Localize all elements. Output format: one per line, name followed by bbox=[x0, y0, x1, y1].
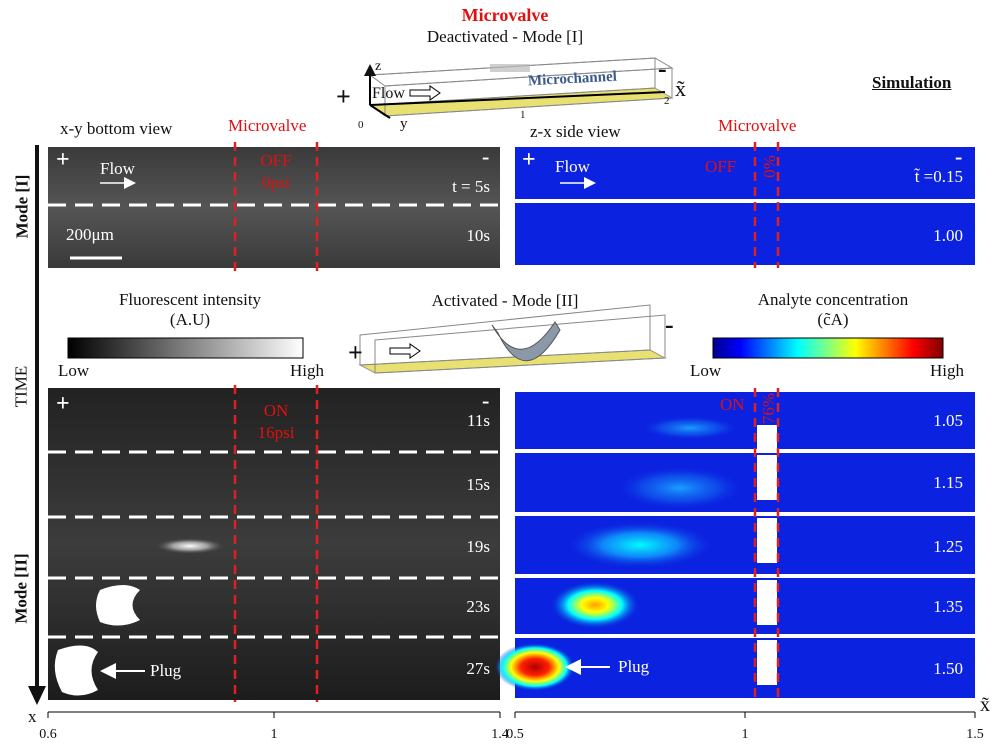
time-label: 1.05 bbox=[933, 412, 963, 429]
valve-pressure: 0psi bbox=[262, 174, 290, 191]
colorbar-title: Analyte concentration (c̃A) bbox=[748, 290, 918, 331]
time-arrowhead bbox=[28, 686, 46, 705]
time-label: 1.50 bbox=[933, 660, 963, 677]
tick: 1 bbox=[520, 110, 526, 121]
time-label: 1.25 bbox=[933, 538, 963, 555]
time-label: 19s bbox=[466, 538, 490, 555]
axis-label: x bbox=[28, 708, 37, 725]
time-label: 1.35 bbox=[933, 598, 963, 615]
time-label: 1.00 bbox=[933, 227, 963, 244]
tick: 2 bbox=[664, 96, 670, 107]
plus: + bbox=[56, 392, 70, 416]
axis-x: x̃ bbox=[675, 78, 686, 100]
time-label: 23s bbox=[466, 598, 490, 615]
minus: - bbox=[665, 312, 674, 338]
valve-state: ON bbox=[264, 402, 289, 419]
time-label: 10s bbox=[466, 227, 490, 244]
scale-label: 200μm bbox=[66, 226, 114, 243]
tick-label: 1 bbox=[271, 728, 278, 742]
plug-label: Plug bbox=[618, 658, 649, 675]
flow: Flow bbox=[372, 86, 405, 102]
simulation-title: Simulation bbox=[872, 74, 951, 91]
plus: + bbox=[336, 84, 351, 110]
colorbar-low: Low bbox=[58, 362, 89, 379]
colorbar-gray bbox=[68, 338, 303, 358]
mode-label: Mode [II] bbox=[13, 553, 30, 623]
time-label: 15s bbox=[466, 476, 490, 493]
flow: Flow bbox=[555, 158, 590, 175]
schematic-activated bbox=[360, 305, 665, 373]
time-label: 27s bbox=[466, 660, 490, 677]
tick: 0 bbox=[358, 120, 364, 131]
simulation-panels bbox=[495, 142, 975, 702]
time-label: t = 5s bbox=[452, 178, 490, 195]
valve-label: Microvalve bbox=[718, 117, 796, 134]
valve-state: ON bbox=[720, 396, 745, 413]
tick-label: 1 bbox=[742, 728, 749, 742]
time-label: t̃ =0.15 bbox=[915, 168, 963, 185]
colorbar-high: High bbox=[290, 362, 324, 379]
valve-title: Microvalve bbox=[462, 6, 549, 24]
mode2-title: Activated - Mode [II] bbox=[432, 292, 579, 309]
minus: - bbox=[482, 390, 489, 412]
axis-label: x̃ bbox=[980, 695, 990, 715]
time-label: 1.15 bbox=[933, 474, 963, 491]
valve-state: OFF bbox=[260, 152, 291, 169]
minus: - bbox=[482, 146, 489, 168]
plus: + bbox=[56, 148, 70, 172]
view-label: z-x side view bbox=[530, 123, 621, 140]
valve-pressure: 16psi bbox=[258, 424, 295, 441]
colorbar-low: Low bbox=[690, 362, 721, 379]
plus: + bbox=[522, 148, 536, 172]
axis-z: z bbox=[375, 60, 381, 74]
mode1-title: Deactivated - Mode [I] bbox=[427, 28, 583, 45]
valve-label: Microvalve bbox=[228, 117, 306, 134]
colorbar-high: High bbox=[930, 362, 964, 379]
colorbar-title: Fluorescent intensity (A.U) bbox=[115, 290, 265, 331]
tick-label: 0.6 bbox=[39, 728, 57, 742]
flow: Flow bbox=[100, 160, 135, 177]
time-label: 11s bbox=[467, 412, 490, 429]
plus: + bbox=[348, 340, 363, 366]
figure: Microvalve Deactivated - Mode [I] Simula… bbox=[0, 0, 997, 752]
view-label: x-y bottom view bbox=[60, 120, 172, 137]
valve-state: OFF bbox=[705, 158, 736, 175]
figure-graphics bbox=[0, 0, 997, 752]
tick-label: 1.5 bbox=[966, 728, 984, 742]
mode-label: Mode [I] bbox=[13, 175, 30, 239]
valve-opening: 0% bbox=[761, 155, 778, 178]
plug-label: Plug bbox=[150, 662, 181, 679]
colorbar-jet bbox=[713, 338, 943, 358]
tick-label: 0.5 bbox=[506, 728, 524, 742]
minus: - bbox=[658, 56, 667, 82]
axis-y: y bbox=[400, 117, 408, 132]
time-axis-label: TIME bbox=[12, 366, 29, 408]
valve-opening: 76% bbox=[760, 393, 777, 424]
minus: - bbox=[955, 146, 962, 168]
experiment-panels bbox=[48, 142, 500, 702]
